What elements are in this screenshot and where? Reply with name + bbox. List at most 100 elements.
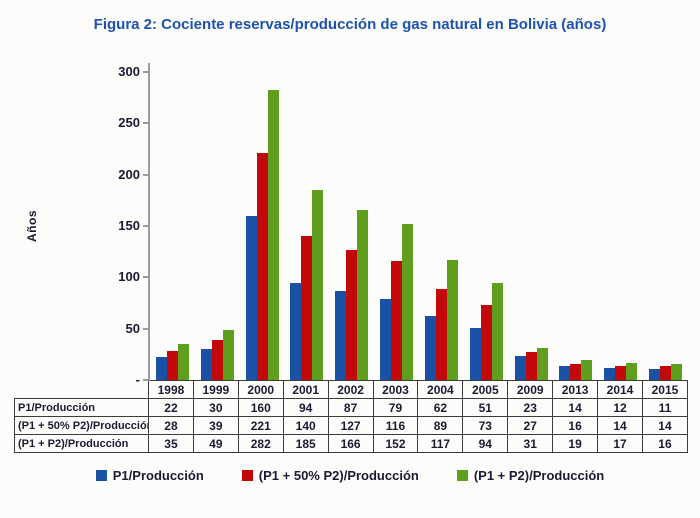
value-cell: 19 — [552, 434, 599, 453]
bar — [155, 357, 167, 380]
bar — [604, 368, 616, 380]
value-cell: 94 — [462, 434, 509, 453]
bar — [435, 289, 447, 380]
value-cell: 14 — [552, 398, 599, 417]
bar — [200, 349, 212, 380]
value-cell: 27 — [507, 416, 554, 435]
value-cell: 28 — [148, 416, 194, 435]
plot-area — [150, 72, 688, 380]
bar — [335, 291, 347, 380]
bar — [290, 283, 302, 380]
row-label: (P1 + P2)/Producción — [14, 434, 149, 453]
bar — [402, 224, 414, 380]
legend: P1/Producción (P1 + 50% P2)/Producción (P1… — [0, 468, 700, 483]
legend-label: P1/Producción — [112, 468, 204, 483]
bar — [177, 344, 189, 380]
table-row: P1/Producción 22 30 160 94 87 79 62 51 23 14 12 11 — [14, 398, 689, 417]
bar-group-1998 — [150, 72, 195, 380]
value-cell: 49 — [192, 434, 239, 453]
year-header: 2009 — [507, 380, 554, 399]
bar-group-1999 — [195, 72, 240, 380]
value-cell: 140 — [282, 416, 329, 435]
y-tick-mark — [143, 71, 150, 73]
table-row: (P1 + 50% P2)/Producción 28 39 221 140 127 116… — [14, 416, 689, 435]
bar-group-2005 — [464, 72, 509, 380]
value-cell: 152 — [372, 434, 419, 453]
bar-group-2003 — [374, 72, 419, 380]
bar — [469, 328, 481, 380]
bar-group-2000 — [240, 72, 285, 380]
year-header: 2015 — [641, 380, 689, 399]
bar — [446, 260, 458, 380]
year-header: 1999 — [192, 380, 239, 399]
value-cell: 94 — [282, 398, 329, 417]
bar-group-2015 — [643, 72, 688, 380]
legend-item: (P1 + P2)/Producción — [456, 468, 605, 483]
legend-item: P1/Producción — [95, 468, 204, 483]
value-cell: 221 — [237, 416, 284, 435]
row-label: P1/Producción — [14, 398, 149, 417]
bar — [391, 261, 403, 380]
bar — [267, 90, 279, 380]
bar — [626, 363, 638, 380]
y-tick-mark — [143, 276, 150, 279]
figure-title: Figura 2: Cociente reservas/producción d… — [93, 16, 607, 33]
bar — [536, 348, 548, 380]
y-tick-label: 300 — [118, 64, 140, 79]
bar-group-2009 — [509, 72, 554, 380]
value-cell: 185 — [282, 434, 329, 453]
y-tick-label: 200 — [118, 166, 140, 182]
value-cell: 12 — [597, 398, 643, 417]
bar — [301, 236, 313, 380]
legend-item: (P1 + 50% P2)/Producción — [241, 468, 419, 483]
value-cell: 87 — [327, 398, 374, 417]
year-header: 2014 — [597, 380, 643, 399]
value-cell: 117 — [417, 434, 464, 453]
bar — [211, 340, 223, 380]
year-header: 2000 — [237, 380, 284, 399]
bar-group-2004 — [419, 72, 464, 380]
bar — [514, 356, 526, 380]
legend-label: (P1 + 50% P2)/Producción — [258, 468, 419, 483]
value-cell: 31 — [507, 434, 554, 453]
bar — [649, 369, 661, 380]
y-tick-label: 150 — [118, 218, 140, 233]
value-cell: 79 — [372, 398, 419, 417]
y-tick-label: 50 — [125, 320, 140, 336]
y-tick-label: 250 — [118, 115, 140, 131]
bar — [346, 250, 358, 380]
row-label: (P1 + 50% P2)/Producción — [14, 416, 149, 435]
bar — [581, 360, 593, 380]
value-cell: 127 — [327, 416, 374, 435]
legend-label: (P1 + P2)/Producción — [473, 468, 605, 483]
value-cell: 14 — [641, 416, 689, 435]
bar — [222, 330, 234, 380]
y-tick-label: - — [135, 372, 140, 387]
bar — [256, 153, 268, 380]
year-header: 2005 — [462, 380, 509, 399]
bar-group-2002 — [329, 72, 374, 380]
value-cell: 16 — [641, 434, 689, 453]
bar — [480, 305, 492, 380]
bar — [660, 366, 672, 380]
value-cell: 39 — [192, 416, 239, 435]
value-cell: 17 — [597, 434, 643, 453]
bar-group-2001 — [284, 72, 329, 380]
y-tick-label: 100 — [118, 269, 140, 285]
bar — [380, 299, 392, 380]
year-header: 2002 — [327, 380, 374, 399]
bar — [245, 216, 257, 380]
y-tick-mark — [143, 327, 150, 330]
bar — [615, 366, 627, 380]
bar-group-2014 — [598, 72, 643, 380]
value-cell: 11 — [641, 398, 689, 417]
year-header: 1998 — [148, 380, 194, 399]
bar — [312, 190, 324, 380]
table-row: (P1 + P2)/Producción 35 49 282 185 166 152 117 9… — [14, 434, 689, 453]
year-header: 2001 — [282, 380, 329, 399]
bar-group-2013 — [553, 72, 598, 380]
value-cell: 35 — [148, 434, 194, 453]
y-tick-mark — [143, 225, 150, 227]
value-cell: 23 — [507, 398, 554, 417]
value-cell: 51 — [462, 398, 509, 417]
